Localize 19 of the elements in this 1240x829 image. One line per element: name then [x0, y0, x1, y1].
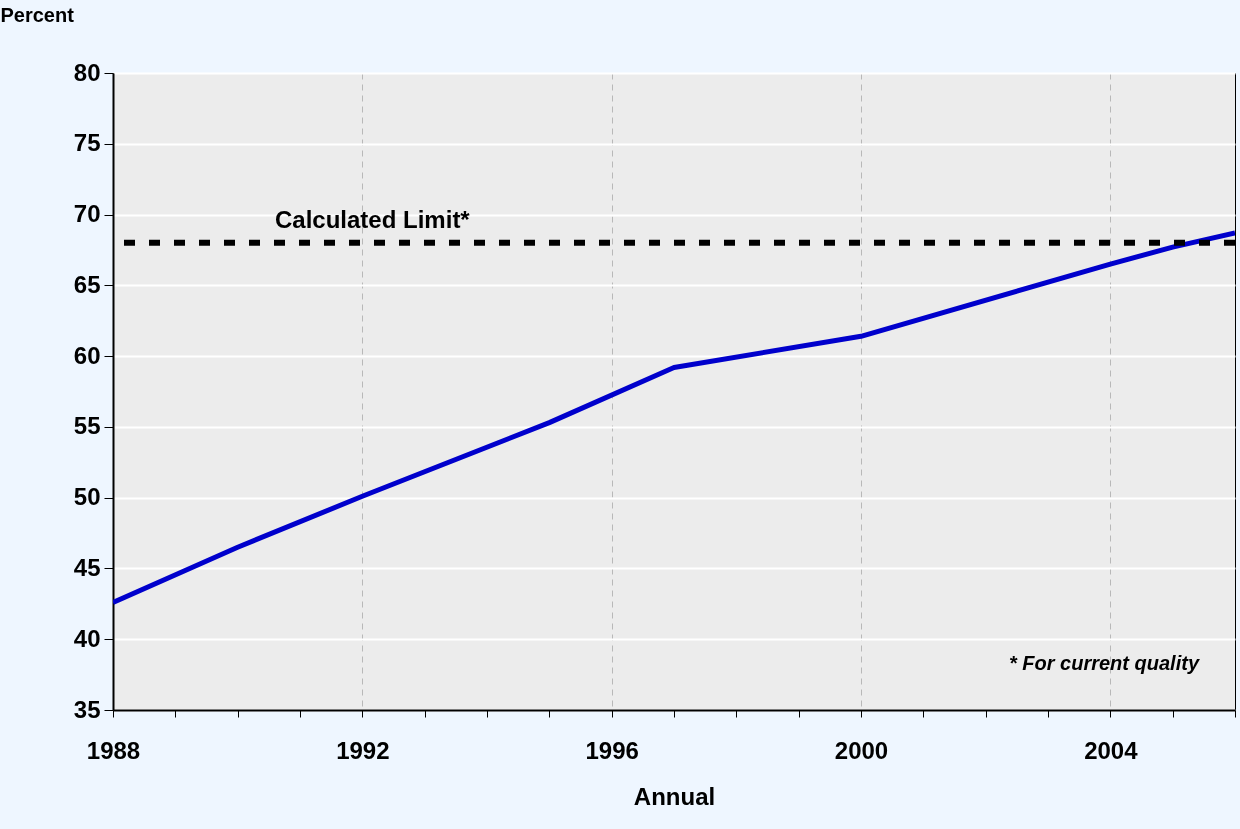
y-tick-label: 80	[73, 58, 101, 86]
x-tick-label: 1992	[336, 736, 390, 764]
ref-line-label: Calculated Limit*	[275, 205, 471, 233]
x-tick-label: 1988	[86, 736, 141, 764]
y-tick-label: 50	[73, 483, 101, 511]
x-axis-title: Annual	[633, 782, 716, 810]
y-tick-label: 65	[73, 270, 101, 298]
y-tick-label: 60	[73, 341, 101, 369]
annotation: * For current quality	[1008, 652, 1200, 674]
x-tick-label: 2004	[1084, 736, 1139, 764]
x-tick-label: 1996	[585, 736, 639, 764]
y-tick-label: 40	[73, 624, 101, 652]
y-tick-label: 70	[73, 200, 101, 228]
y-axis-title: Percent	[0, 3, 75, 26]
y-tick-label: 55	[73, 412, 101, 440]
y-tick-label: 35	[73, 695, 101, 723]
x-tick-label: 2000	[834, 736, 889, 764]
y-tick-label: 75	[73, 129, 101, 157]
y-tick-label: 45	[73, 553, 101, 581]
